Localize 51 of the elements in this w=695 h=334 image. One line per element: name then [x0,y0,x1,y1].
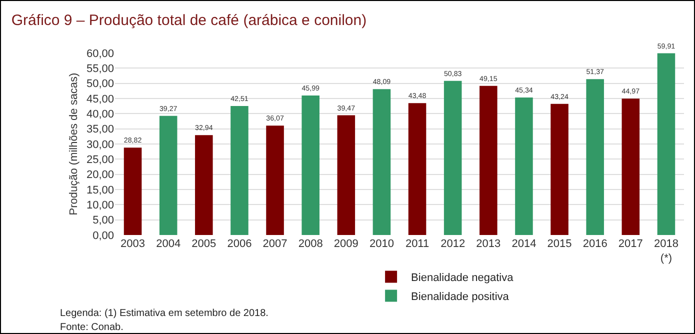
bar [195,135,213,235]
y-tick-label: 40,00 [86,108,114,121]
legend-label: Bienalidade negativa [411,272,514,284]
x-tick-label: 2009 [334,238,358,250]
x-tick-label: 2010 [369,238,394,250]
bar [515,97,533,235]
bar [266,126,284,235]
bar [230,106,248,235]
bar [586,79,604,235]
source-note: Fonte: Conab. [60,322,124,333]
y-tick-label: 0,00 [92,230,114,242]
y-tick-label: 10,00 [86,200,114,212]
bar [550,104,568,235]
y-axis-title: Produção (milhões de sacas) [68,72,80,216]
y-tick-label: 20,00 [86,169,114,182]
bar [657,53,676,235]
y-tick-label: 60,00 [86,48,114,60]
x-tick-label: 2014 [512,238,536,250]
bar [302,96,320,235]
y-tick-label: 25,00 [86,154,114,166]
x-tick-label: 2016 [582,238,608,250]
y-tick-label: 5,00 [92,214,114,227]
bar [444,80,462,235]
y-tick-label: 35,00 [86,124,114,136]
x-tick-label: 2003 [120,238,146,250]
x-tick-label: 2013 [476,238,501,250]
text: Legenda: (1) Estimativa em setembro de 2018. [60,308,268,319]
x-tick-label: 2015 [547,238,572,250]
bar [337,115,356,235]
x-tick-label: 2006 [227,238,252,250]
x-tick-label: 2007 [262,238,288,250]
x-tick-label: 2017 [618,238,643,250]
x-tick-label: 2011 [405,238,430,250]
x-tick-label: 2004 [156,238,181,250]
x-tick-label: 2012 [440,238,466,250]
chart-title: Gráfico 9 – Produção total de café (arábica e conilon) [11,12,367,29]
bar [159,116,178,235]
y-tick-label: 15,00 [86,184,114,196]
bar [124,148,142,235]
bar [408,103,426,235]
y-tick-label: 30,00 [86,138,114,151]
y-tick-label: 50,00 [86,78,114,90]
x-tick-label: 2005 [192,238,216,250]
legend-label: Bienalidade positiva [411,291,510,304]
bar [622,98,640,235]
x-tick-label: 2018 (*) [654,238,678,264]
x-tick-label: 2008 [298,238,323,250]
bar [480,86,498,235]
y-tick-label: 55,00 [86,63,114,76]
bar [372,89,391,235]
y-tick-label: 45,00 [86,93,114,106]
